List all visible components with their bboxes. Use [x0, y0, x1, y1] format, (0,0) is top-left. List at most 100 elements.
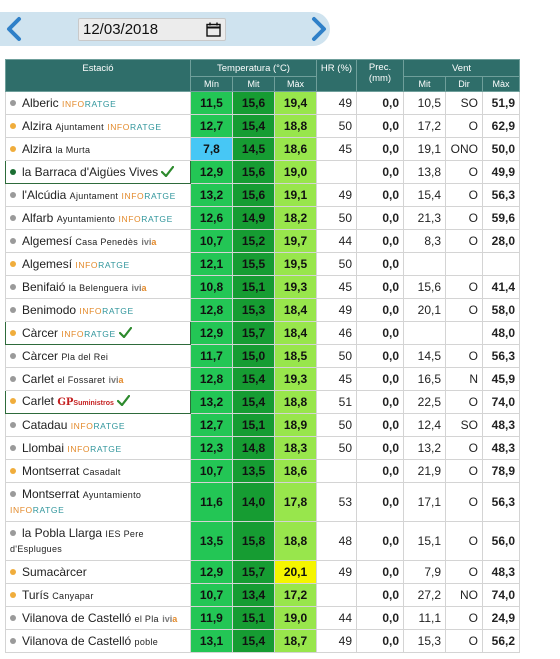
col-temp-min[interactable]: Mín	[190, 76, 233, 92]
station-cell[interactable]: Carlet GPSuministros	[5, 390, 191, 414]
table-row[interactable]: Carlet el Fossaret ivia 12,8 15,4 19,3 45 0,0…	[5, 367, 521, 391]
table-row[interactable]: Benifaió la Belenguera ivia 10,8 15,1 19,3 4…	[5, 275, 521, 299]
station-name: Algemesí	[22, 233, 73, 248]
calendar-icon[interactable]	[206, 22, 221, 37]
temp-mit-cell: 15,1	[232, 275, 275, 299]
wind-dir-cell: O	[445, 482, 483, 522]
wind-mit-cell: 10,5	[403, 91, 446, 115]
station-cell[interactable]: Sumacàrcer	[5, 560, 191, 584]
col-temp-max[interactable]: Màx	[274, 76, 317, 92]
temp-mit-cell: 13,5	[232, 459, 275, 483]
table-row[interactable]: Algemesí Casa Penedès ivia 10,7 15,2 19,7 44…	[5, 229, 521, 253]
inforatge-logo: INFORATGE	[70, 420, 126, 431]
station-cell[interactable]: Algemesí Casa Penedès ivia	[5, 229, 191, 253]
station-cell[interactable]: Alberic INFORATGE	[5, 91, 191, 115]
prec-cell: 0,0	[356, 436, 404, 460]
table-row[interactable]: l'Alcúdia Ajuntament INFORATGE 13,2 15,6 19…	[5, 183, 521, 207]
hr-cell: 45	[316, 275, 357, 299]
wind-dir-cell: O	[445, 344, 483, 368]
station-cell[interactable]: Vilanova de Castelló poble	[5, 629, 191, 653]
station-cell[interactable]: Algemesí INFORATGE	[5, 252, 191, 276]
chevron-left-icon[interactable]	[4, 15, 26, 43]
inforatge-logo: INFORATGE	[61, 328, 116, 339]
wind-max-cell: 48,3	[481, 436, 521, 460]
temp-min-cell: 10,8	[190, 275, 233, 299]
prec-cell: 0,0	[356, 560, 404, 584]
wind-max-cell: 48,3	[481, 560, 521, 584]
station-cell[interactable]: l'Alcúdia Ajuntament INFORATGE	[5, 183, 191, 207]
table-row[interactable]: Càrcer INFORATGE 12,9 15,7 18,4 46 0,0 48,0	[5, 321, 521, 345]
status-dot-icon	[10, 145, 16, 152]
table-row[interactable]: Càrcer Pla del Rei 11,7 15,0 18,5 50 0,0 14,5 O…	[5, 344, 521, 368]
col-wind-dir[interactable]: Dir	[445, 76, 483, 92]
hr-cell: 50	[316, 413, 357, 437]
station-cell[interactable]: Turís Canyapar	[5, 583, 191, 607]
temp-mit-cell: 14,8	[232, 436, 275, 460]
table-row[interactable]: la Pobla Llarga IES Pere d'Esplugues 13,5…	[5, 521, 521, 561]
station-cell[interactable]: Benimodo INFORATGE	[5, 298, 191, 322]
station-subname: Canyapar	[52, 590, 94, 601]
wind-max-cell: 48,3	[481, 413, 521, 437]
station-cell[interactable]: la Barraca d'Aigües Vives	[5, 160, 191, 184]
station-name: Turís	[22, 587, 49, 602]
prec-cell: 0,0	[356, 275, 404, 299]
station-cell[interactable]: Alfarb Ayuntamiento INFORATGE	[5, 206, 191, 230]
wind-max-cell: 56,3	[481, 183, 521, 207]
status-dot-icon	[10, 591, 16, 598]
station-cell[interactable]: Llombai INFORATGE	[5, 436, 191, 460]
table-row[interactable]: Alfarb Ayuntamiento INFORATGE 12,6 14,9 18,…	[5, 206, 521, 230]
table-row[interactable]: la Barraca d'Aigües Vives 12,9 15,6 19,0 0,0…	[5, 160, 521, 184]
date-input[interactable]: 12/03/2018	[78, 18, 226, 41]
wind-max-cell: 24,9	[481, 606, 521, 630]
station-cell[interactable]: Montserrat Ayuntamiento INFORATGE	[5, 482, 191, 522]
col-hr[interactable]: HR (%)	[316, 59, 357, 92]
table-row[interactable]: Vilanova de Castelló el Pla ivia 11,9 15,1…	[5, 606, 521, 630]
station-cell[interactable]: Vilanova de Castelló el Pla ivia	[5, 606, 191, 630]
wind-mit-cell: 27,2	[403, 583, 446, 607]
col-prec[interactable]: Prec. (mm)	[356, 59, 404, 92]
station-name: Llombai	[22, 440, 65, 455]
station-cell[interactable]: Alzira la Murta	[5, 137, 191, 161]
station-cell[interactable]: Montserrat Casadalt	[5, 459, 191, 483]
wind-dir-cell: O	[445, 114, 483, 138]
table-row[interactable]: Catadau INFORATGE 12,7 15,1 18,9 50 0,0 12,4 SO…	[5, 413, 521, 437]
table-row[interactable]: Benimodo INFORATGE 12,8 15,3 18,4 49 0,0 20,1 O…	[5, 298, 521, 322]
table-row[interactable]: Algemesí INFORATGE 12,1 15,5 19,5 50 0,0	[5, 252, 521, 276]
table-row[interactable]: Alzira la Murta 7,8 14,5 18,6 45 0,0 19,1 ONO 50…	[5, 137, 521, 161]
hr-cell: 50	[316, 436, 357, 460]
table-row[interactable]: Carlet GPSuministros 13,2 15,4 18,8 51 0,0 22,…	[5, 390, 521, 414]
col-wind[interactable]: Vent	[402, 59, 521, 77]
temp-max-cell: 18,6	[274, 459, 317, 483]
inforatge-logo: INFORATGE	[67, 443, 122, 454]
station-cell[interactable]: Carlet el Fossaret ivia	[5, 367, 191, 391]
col-wind-mit[interactable]: Mit	[403, 76, 446, 92]
col-temperature[interactable]: Temperatura (°C)	[190, 59, 317, 77]
station-cell[interactable]: Catadau INFORATGE	[5, 413, 191, 437]
table-row[interactable]: Alzira Ajuntament INFORATGE 12,7 15,4 18,8 5…	[5, 114, 521, 138]
station-cell[interactable]: Càrcer INFORATGE	[5, 321, 191, 345]
temp-max-cell: 19,4	[274, 91, 317, 115]
table-row[interactable]: Sumacàrcer 12,9 15,7 20,1 49 0,0 7,9 O 48,3	[5, 560, 521, 584]
hr-cell: 46	[316, 321, 357, 345]
station-cell[interactable]: Càrcer Pla del Rei	[5, 344, 191, 368]
col-temp-mit[interactable]: Mit	[232, 76, 275, 92]
station-cell[interactable]: Benifaió la Belenguera ivia	[5, 275, 191, 299]
station-name: Benifaió	[22, 279, 66, 294]
temp-mit-cell: 15,6	[232, 91, 275, 115]
table-row[interactable]: Montserrat Casadalt 10,7 13,5 18,6 0,0 21,9 O 7…	[5, 459, 521, 483]
table-row[interactable]: Llombai INFORATGE 12,3 14,8 18,3 50 0,0 13,2 O 4…	[5, 436, 521, 460]
col-wind-max[interactable]: Màx	[481, 76, 521, 92]
chevron-right-icon[interactable]	[307, 15, 329, 43]
table-row[interactable]: Turís Canyapar 10,7 13,4 17,2 0,0 27,2 NO 74,0	[5, 583, 521, 607]
table-row[interactable]: Vilanova de Castelló poble 13,1 15,4 18,7 49…	[5, 629, 521, 653]
hr-cell: 51	[316, 390, 357, 414]
wind-dir-cell: O	[445, 275, 483, 299]
table-row[interactable]: Alberic INFORATGE 11,5 15,6 19,4 49 0,0 10,5 SO…	[5, 91, 521, 115]
temp-max-cell: 18,5	[274, 344, 317, 368]
table-row[interactable]: Montserrat Ayuntamiento INFORATGE 11,6 14,…	[5, 482, 521, 522]
col-station[interactable]: Estació	[5, 59, 191, 92]
station-cell[interactable]: Alzira Ajuntament INFORATGE	[5, 114, 191, 138]
temp-min-cell: 12,9	[190, 321, 233, 345]
station-cell[interactable]: la Pobla Llarga IES Pere d'Esplugues	[5, 521, 191, 561]
hr-cell: 44	[316, 229, 357, 253]
